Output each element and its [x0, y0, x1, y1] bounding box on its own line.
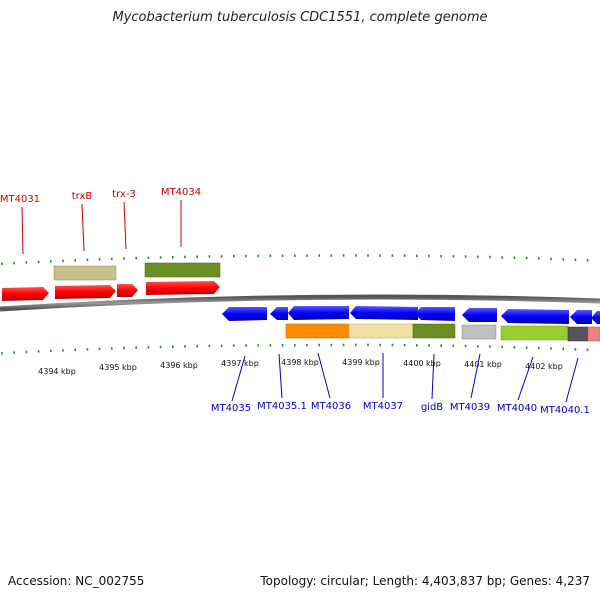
kbp-label: 4394 kbp	[38, 367, 76, 376]
gene-trx-3[interactable]	[117, 284, 138, 297]
gene-mt4036[interactable]	[288, 306, 349, 320]
kbp-label: 4400 kbp	[403, 359, 441, 368]
leader-mt4035-1	[278, 353, 283, 399]
leader-mt4039	[470, 353, 481, 399]
cog-bar-mt4040-dark	[567, 326, 589, 342]
kbp-label: 4395 kbp	[99, 363, 137, 372]
label-mt4035[interactable]: MT4035	[211, 403, 251, 414]
kbp-label: 4397 kbp	[221, 359, 259, 368]
cog-bar-mt4034	[144, 262, 221, 278]
label-mt4040-1[interactable]: MT4040.1	[540, 405, 590, 416]
cog-bar-mt4037	[348, 323, 414, 339]
cog-bar-mt4040	[500, 325, 569, 341]
label-mt4034[interactable]: MT4034	[161, 187, 201, 198]
gene-mt4035[interactable]	[222, 307, 267, 321]
leader-gidb	[431, 353, 435, 400]
cog-bar-mt4036	[285, 323, 350, 339]
gene-mt4034[interactable]	[146, 281, 220, 295]
label-mt4036[interactable]: MT4036	[311, 401, 351, 412]
gene-gidb[interactable]	[415, 307, 455, 321]
gene-mt4040[interactable]	[501, 309, 569, 324]
leader-mt4040	[517, 356, 534, 401]
kbp-label: 4396 kbp	[160, 361, 198, 370]
gene-mt4039[interactable]	[462, 308, 497, 322]
leader-mt4035	[231, 355, 246, 402]
cog-bar-mt4039	[461, 324, 497, 340]
gene-edge-partial[interactable]	[591, 311, 600, 324]
label-trx-3[interactable]: trx-3	[112, 189, 136, 200]
topology-info: Topology: circular; Length: 4,403,837 bp…	[260, 574, 590, 588]
kbp-label: 4398 kbp	[281, 358, 319, 367]
gene-trxb[interactable]	[55, 285, 116, 299]
gene-mt4037[interactable]	[350, 306, 418, 320]
label-mt4035-1[interactable]: MT4035.1	[257, 401, 307, 412]
reverse-scale-ticks	[1, 343, 589, 355]
label-gidb[interactable]: gidB	[421, 402, 443, 413]
leader-trx-3	[123, 201, 127, 250]
genome-backbone	[0, 294, 600, 312]
kbp-label: 4399 kbp	[342, 358, 380, 367]
kbp-label: 4402 kbp	[525, 362, 563, 371]
leader-mt4031	[21, 206, 24, 255]
label-mt4037[interactable]: MT4037	[363, 401, 403, 412]
kbp-label: 4401 kbp	[464, 360, 502, 369]
gene-mt4031[interactable]	[2, 287, 49, 301]
gene-mt4040-1[interactable]	[570, 310, 592, 324]
forward-scale-ticks	[1, 254, 589, 265]
label-mt4031[interactable]: MT4031	[0, 194, 40, 205]
label-mt4039[interactable]: MT4039	[450, 402, 490, 413]
cog-bar-edge-pink	[587, 326, 600, 342]
leader-trxb	[81, 203, 85, 252]
leader-mt4036	[317, 352, 331, 399]
cog-bar-gidb	[412, 323, 456, 339]
map-title: Mycobacterium tuberculosis CDC1551, comp…	[112, 10, 488, 25]
label-mt4040[interactable]: MT4040	[497, 403, 537, 414]
leader-mt4040-1	[565, 357, 579, 403]
accession-info: Accession: NC_002755	[8, 574, 145, 588]
label-trxb[interactable]: trxB	[72, 191, 93, 202]
gene-mt4035-1[interactable]	[270, 307, 288, 320]
cog-bar-trxb	[53, 265, 117, 281]
